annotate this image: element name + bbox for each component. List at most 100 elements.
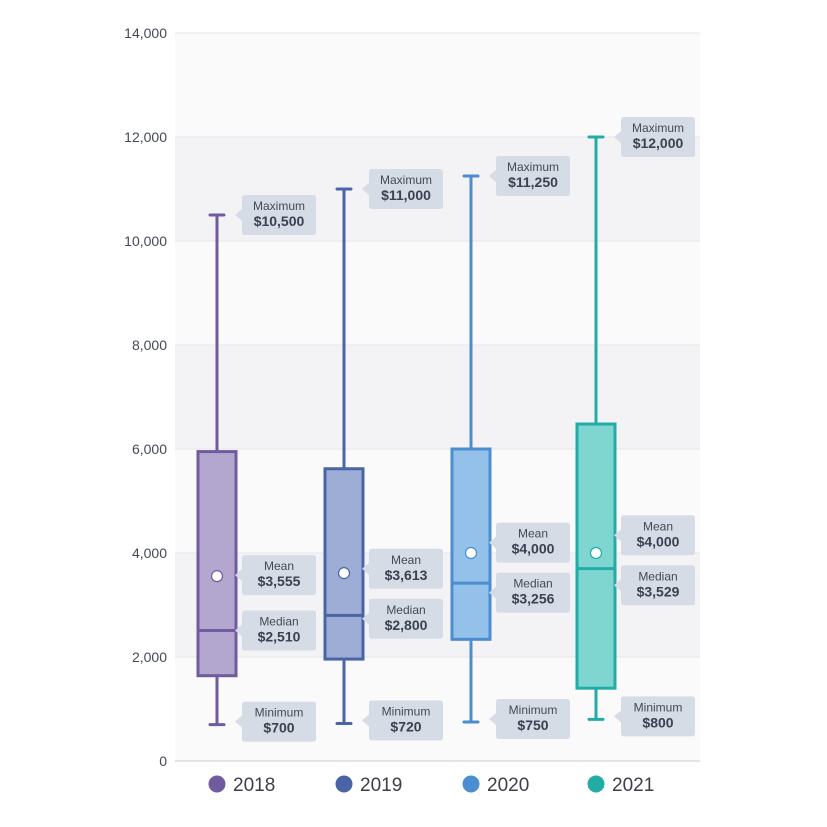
callout-max-2020: Maximum$11,250	[489, 156, 570, 196]
mean-marker	[464, 546, 478, 560]
callout-min-2021-bubble	[614, 696, 695, 737]
box-body	[323, 467, 365, 661]
callout-min-2021-value: $800	[642, 714, 673, 730]
callout-mean-2021-title: Mean	[643, 519, 673, 533]
callout-min-2021: Minimum$800	[614, 696, 695, 737]
legend-item-2019[interactable]: 2019	[335, 775, 403, 796]
callout-min-2018: Minimum$700	[235, 701, 316, 742]
callout-mean-2019-title: Mean	[391, 553, 421, 567]
legend-label: 2018	[233, 775, 275, 796]
callout-max-2018-value: $10,500	[254, 213, 305, 229]
callout-mean-2021-value: $4,000	[637, 533, 680, 549]
callout-max-2019-bubble	[362, 169, 443, 209]
boxes	[196, 135, 617, 727]
callout-min-2020-value: $750	[517, 717, 548, 733]
callout-max-2020-value: $11,250	[508, 174, 558, 190]
callout-max-2021: Maximum$12,000	[614, 117, 695, 157]
y-tick-label: 0	[159, 753, 167, 769]
y-tick-label: 14,000	[124, 25, 167, 41]
legend-label: 2019	[360, 775, 402, 796]
callout-median-2020-value: $3,256	[512, 591, 555, 607]
y-tick-label: 4,000	[132, 545, 167, 561]
callout-median-2019-value: $2,800	[385, 617, 428, 633]
callout-mean-2020-title: Mean	[518, 527, 548, 541]
mean-marker	[337, 567, 351, 580]
y-tick-label: 12,000	[124, 129, 167, 145]
callout-max-2018: Maximum$10,500	[235, 195, 316, 235]
callout-median-2020: Median$3,256	[489, 572, 570, 613]
y-axis: 0 2,000 4,000 6,000 8,000 10,000 12,000 14,000	[124, 25, 167, 769]
callout-max-2019: Maximum$11,000	[362, 169, 443, 209]
callout-min-2021-title: Minimum	[634, 700, 683, 714]
callout-max-2021-title: Maximum	[632, 121, 684, 135]
legend-marker	[208, 775, 226, 793]
legend-marker	[335, 775, 353, 793]
callout-median-2018-bubble	[235, 610, 316, 651]
callout-median-2021-value: $3,529	[637, 583, 680, 599]
callout-median-2021-title: Median	[638, 569, 677, 583]
legend-label: 2020	[487, 775, 529, 796]
box-2020	[450, 174, 492, 724]
callouts: Maximum$10,500Mean$3,555Median$2,510Mini…	[235, 117, 695, 742]
callout-mean-2018: Mean$3,555	[235, 555, 316, 596]
callout-mean-2018-bubble	[235, 555, 316, 596]
callout-max-2018-bubble	[235, 195, 316, 235]
callout-min-2019-value: $720	[390, 719, 421, 735]
grid-band	[175, 33, 700, 137]
callout-median-2018: Median$2,510	[235, 610, 316, 651]
box-body	[196, 450, 238, 678]
box-body	[450, 447, 492, 641]
callout-max-2019-value: $11,000	[381, 187, 431, 203]
callout-median-2020-bubble	[489, 572, 570, 613]
callout-mean-2021-bubble	[614, 515, 695, 556]
legend-item-2020[interactable]: 2020	[462, 775, 530, 796]
callout-min-2018-title: Minimum	[255, 706, 304, 720]
legend-label: 2021	[612, 775, 654, 796]
legend-marker	[587, 775, 605, 793]
legend: 2018 2019 2020 2021	[208, 775, 655, 796]
callout-max-2021-value: $12,000	[633, 135, 684, 151]
y-tick-label: 10,000	[124, 233, 167, 249]
callout-median-2019-title: Median	[386, 603, 425, 617]
callout-mean-2020: Mean$4,000	[489, 522, 570, 563]
legend-item-2021[interactable]: 2021	[587, 775, 655, 796]
box-2019	[323, 187, 365, 726]
callout-mean-2018-value: $3,555	[258, 573, 301, 589]
legend-item-2018[interactable]: 2018	[208, 775, 276, 796]
callout-min-2020-bubble	[489, 699, 570, 739]
mean-marker	[589, 546, 603, 560]
callout-max-2020-bubble	[489, 156, 570, 196]
legend-marker	[462, 775, 480, 793]
callout-median-2018-title: Median	[259, 614, 298, 628]
callout-max-2018-title: Maximum	[253, 199, 305, 213]
callout-mean-2019-bubble	[362, 548, 443, 589]
callout-mean-2018-title: Mean	[264, 559, 294, 573]
box-2018	[196, 213, 238, 727]
callout-median-2018-value: $2,510	[258, 628, 301, 644]
grid-band	[175, 241, 700, 345]
y-tick-label: 8,000	[132, 337, 167, 353]
callout-min-2018-bubble	[235, 701, 316, 742]
callout-min-2018-value: $700	[263, 720, 294, 736]
callout-min-2019-title: Minimum	[382, 705, 431, 719]
callout-max-2019-title: Maximum	[380, 173, 432, 187]
y-tick-label: 2,000	[132, 649, 167, 665]
callout-min-2019-bubble	[362, 700, 443, 741]
callout-min-2020: Minimum$750	[489, 699, 570, 739]
callout-median-2021: Median$3,529	[614, 565, 695, 606]
callout-max-2020-title: Maximum	[507, 160, 559, 174]
callout-mean-2019: Mean$3,613	[362, 548, 443, 589]
callout-min-2019: Minimum$720	[362, 700, 443, 741]
y-tick-label: 6,000	[132, 441, 167, 457]
box-2021	[575, 135, 617, 721]
callout-median-2019: Median$2,800	[362, 598, 443, 639]
callout-median-2019-bubble	[362, 598, 443, 639]
callout-min-2020-title: Minimum	[509, 703, 558, 717]
grid-band	[175, 345, 700, 449]
callout-mean-2019-value: $3,613	[385, 567, 428, 583]
callout-mean-2020-bubble	[489, 522, 570, 563]
callout-max-2021-bubble	[614, 117, 695, 157]
callout-mean-2021: Mean$4,000	[614, 515, 695, 556]
